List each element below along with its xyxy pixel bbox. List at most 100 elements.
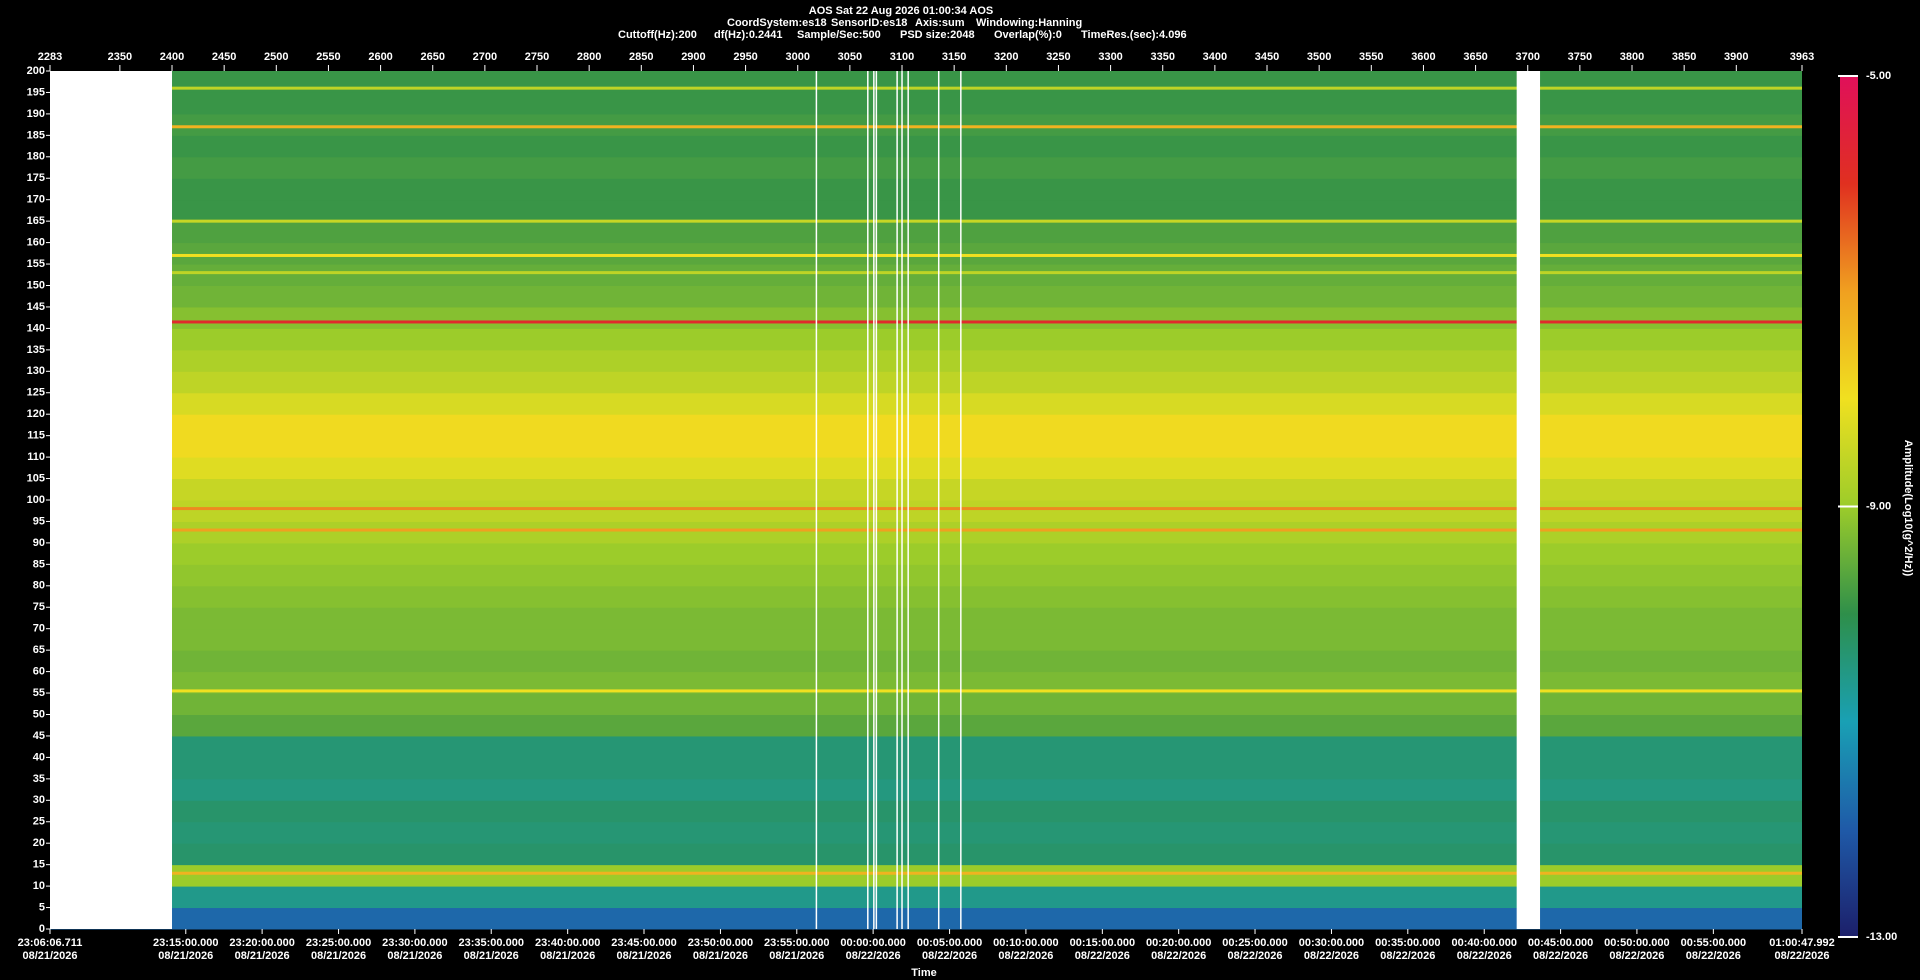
x-tick-label: 00:00:00.000 08/22/2026 (840, 937, 906, 962)
subtitle-item: Windowing:Hanning (976, 17, 1082, 29)
y-tick-label: 30 (33, 794, 45, 806)
tonal-line (50, 125, 1802, 129)
x2-tick-label: 3450 (1255, 51, 1279, 63)
spectrogram-band (50, 328, 1802, 351)
x2-tick-label: 3250 (1046, 51, 1070, 63)
chart-title: AOS Sat 22 Aug 2026 01:00:34 AOS (809, 5, 993, 17)
x2-tick-label: 2400 (160, 51, 184, 63)
x2-tick-label: 3700 (1515, 51, 1539, 63)
x2-tick-label: 3100 (890, 51, 914, 63)
x-tick-label: 00:15:00.000 08/22/2026 (1069, 937, 1136, 962)
spectrogram-band (50, 285, 1802, 308)
y-tick-label: 90 (33, 537, 45, 549)
x2-tick-label: 3900 (1724, 51, 1748, 63)
x2-tick-label: 3550 (1359, 51, 1383, 63)
tonal-line (50, 507, 1802, 511)
x2-tick-label: 3500 (1307, 51, 1331, 63)
x-tick-label: 00:35:00.000 08/22/2026 (1375, 937, 1441, 962)
dropout-line (873, 71, 875, 929)
y-tick-label: 15 (33, 859, 45, 871)
tonal-line (50, 86, 1802, 90)
y-tick-label: 85 (33, 558, 45, 570)
x2-tick-label: 2600 (368, 51, 392, 63)
spectrogram-band (50, 92, 1802, 115)
dropout-line (901, 71, 903, 929)
x2-tick-label: 3750 (1568, 51, 1592, 63)
y-tick-label: 40 (33, 751, 45, 763)
info-item: Sample/Sec:500 (797, 29, 881, 41)
spectrogram-band (50, 693, 1802, 715)
x2-tick-label: 2750 (525, 51, 549, 63)
spectrogram-band (50, 264, 1802, 286)
spectrogram-band (50, 242, 1802, 265)
spectrogram-band (50, 800, 1802, 823)
colorbar-label: Amplitude(Log10(g^2/Hz)) (1902, 440, 1914, 577)
spectrogram-band (50, 821, 1802, 844)
dropout-line (815, 71, 818, 929)
info-item: TimeRes.(sec):4.096 (1081, 29, 1187, 41)
spectrogram-band (50, 221, 1802, 244)
x-tick-label: 23:06:06.711 08/21/2026 (17, 937, 83, 962)
y-tick-label: 130 (27, 365, 45, 377)
x2-tick-label: 2550 (316, 51, 340, 63)
y-tick-label: 25 (33, 816, 45, 828)
dropout-line (960, 71, 962, 929)
x-axis-label: Time (911, 967, 936, 979)
y-tick-label: 80 (33, 580, 45, 592)
x2-tick-label: 2450 (212, 51, 236, 63)
spectrogram-band (50, 478, 1802, 501)
y-tick-label: 10 (33, 880, 45, 892)
x-tick-label: 23:45:00.000 08/21/2026 (611, 937, 677, 962)
x-tick-label: 00:50:00.000 08/22/2026 (1604, 937, 1670, 962)
spectrogram-band (50, 500, 1802, 522)
x2-tick-label: 3600 (1411, 51, 1435, 63)
spectrogram-band (50, 392, 1802, 415)
spectrogram-band (50, 585, 1802, 608)
y-tick-label: 65 (33, 644, 45, 656)
dropout-line (937, 71, 940, 929)
y-tick-label: 105 (27, 472, 45, 484)
y-tick-label: 20 (33, 837, 45, 849)
y-tick-label: 140 (27, 322, 45, 334)
data-gap (1516, 71, 1541, 929)
spectrogram-band (50, 135, 1802, 158)
x-tick-label: 00:40:00.000 08/22/2026 (1451, 937, 1517, 962)
x-tick-label: 00:45:00.000 08/22/2026 (1527, 937, 1594, 962)
tonal-line (50, 528, 1802, 532)
tonal-line (50, 871, 1802, 875)
spectrogram-band (50, 371, 1802, 394)
tonal-line (50, 219, 1802, 223)
y-tick-label: 150 (27, 279, 45, 291)
x-tick-label: 01:00:47.992 08/22/2026 (1769, 937, 1835, 962)
colorbar-tick-label: -13.00 (1866, 931, 1897, 943)
subtitle-item: Axis:sum (915, 17, 965, 29)
x2-tick-label: 3350 (1150, 51, 1174, 63)
y-tick-label: 70 (33, 623, 45, 635)
tonal-line (50, 271, 1802, 275)
spectrogram-band (50, 457, 1802, 480)
x2-tick-label: 3200 (994, 51, 1018, 63)
dropout-line (875, 71, 878, 929)
spectrogram-band (50, 757, 1802, 780)
y-tick-label: 125 (27, 387, 45, 399)
x2-tick-label: 2350 (108, 51, 132, 63)
spectrogram-band (50, 414, 1802, 437)
x-tick-label: 00:05:00.000 08/22/2026 (916, 937, 983, 962)
spectrogram-band (50, 178, 1802, 201)
dropout-line (867, 71, 869, 929)
y-tick-label: 5 (39, 901, 45, 913)
info-item: PSD size:2048 (900, 29, 975, 41)
y-tick-label: 35 (33, 773, 45, 785)
x2-tick-label: 2950 (733, 51, 757, 63)
spectrogram-band (50, 628, 1802, 651)
x2-tick-label: 3650 (1463, 51, 1487, 63)
y-tick-label: 75 (33, 601, 45, 613)
spectrogram-band (50, 607, 1802, 630)
y-tick-label: 175 (27, 172, 45, 184)
spectrogram-band (50, 521, 1802, 544)
x2-tick-label: 2283 (38, 51, 62, 63)
x2-tick-label: 3800 (1620, 51, 1644, 63)
spectrogram-band (50, 542, 1802, 565)
